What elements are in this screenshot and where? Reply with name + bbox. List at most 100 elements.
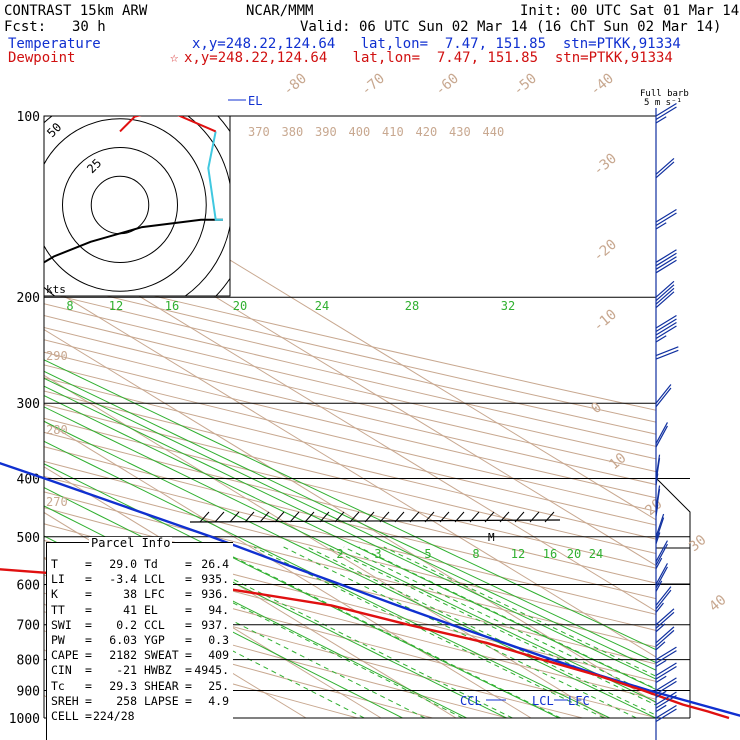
parcel-field-value: 41 xyxy=(123,602,137,617)
isotherm-label: 20 xyxy=(642,496,665,519)
wind-barb-flag xyxy=(655,256,677,270)
full-barb-unit-label: 5 m s⁻¹ xyxy=(644,98,682,108)
wind-barb-flag xyxy=(655,287,675,305)
wind-barb xyxy=(655,208,677,230)
hodograph-trace-black xyxy=(44,218,223,264)
hatch-tick xyxy=(544,511,555,523)
parcel-field-label: Tc xyxy=(51,678,65,693)
parcel-equals: = xyxy=(85,693,92,708)
dry-adiabat-line xyxy=(44,574,583,719)
hodograph-ring xyxy=(44,118,207,292)
hatch-tick xyxy=(319,511,330,523)
wind-barb-flag xyxy=(655,650,677,664)
parcel-field-label: LFC xyxy=(144,587,165,602)
mixing-ratio-label: 20 xyxy=(233,299,247,313)
parcel-info-box: Parcel Info T = 29.0 Td = 26.4 LI = -3.4 LCL = 935.… xyxy=(46,537,233,740)
hodograph-unit-label: kts xyxy=(46,283,66,296)
parcel-field-label: SWI xyxy=(51,617,72,632)
parcel-field-label: Td xyxy=(144,557,158,571)
dry-adiabat-line xyxy=(44,351,656,499)
producer-label: NCAR/MMM xyxy=(246,3,314,19)
wind-barb-flag xyxy=(655,680,677,695)
wind-barb-flag xyxy=(655,384,672,404)
hatch-tick xyxy=(379,511,390,523)
wind-barb-flag xyxy=(655,249,677,263)
hatch-tick xyxy=(199,511,210,523)
parcel-field-value: -21 xyxy=(116,663,137,678)
wind-barb-flag xyxy=(655,626,675,644)
theta-label: 410 xyxy=(382,125,404,139)
wind-barb-flag xyxy=(655,314,677,329)
wind-barb xyxy=(655,422,668,448)
wind-barb xyxy=(655,102,677,124)
wind-barb-flag xyxy=(655,611,675,629)
parcel-field-value: 38 xyxy=(123,587,137,602)
pressure-tick-label: 400 xyxy=(17,472,40,487)
wind-barb-flag xyxy=(655,321,677,336)
parcel-equals: = xyxy=(185,663,192,678)
wind-barb-flag xyxy=(655,517,665,541)
dry-adiabat-line xyxy=(44,303,656,447)
parcel-field-value: 0.3 xyxy=(208,633,229,647)
isotherm-line xyxy=(44,283,656,658)
wind-barb-flag xyxy=(655,608,675,626)
wind-barb-flag xyxy=(655,116,667,124)
parcel-equals: = xyxy=(185,693,192,708)
wind-barb-flag xyxy=(655,557,663,569)
hatch-tick xyxy=(484,511,495,523)
hatch-tick xyxy=(289,511,300,523)
wind-barb-flag xyxy=(655,349,679,360)
pressure-tick-label: 200 xyxy=(17,291,40,306)
wind-barb-flag xyxy=(655,691,677,706)
parcel-field-value: 29.0 xyxy=(109,557,137,571)
theta-label: 430 xyxy=(449,125,471,139)
wind-barb-flag xyxy=(655,212,677,227)
pressure-tick-label: 600 xyxy=(17,578,40,593)
hatch-tick xyxy=(274,511,285,523)
hatch-tick xyxy=(499,511,510,523)
pressure-tick-label: 900 xyxy=(17,684,40,699)
valid-time: Valid: 06 UTC Sun 02 Mar 14 (16 ChT Sun … xyxy=(300,19,722,35)
wind-barb-flag xyxy=(655,602,664,613)
isotherm-line xyxy=(0,116,6,718)
hatch-tick xyxy=(349,511,360,523)
mixing-ratio-label: 32 xyxy=(501,299,515,313)
wind-barb-flag xyxy=(655,106,677,121)
parcel-field-label: CAPE xyxy=(51,648,79,663)
wind-barb-flag xyxy=(655,563,668,585)
wind-barb-flag xyxy=(655,161,675,179)
m-marker-label: M xyxy=(488,531,495,544)
mixing-ratio-lower-label: 8 xyxy=(472,547,479,561)
mixing-ratio-lower-label: 24 xyxy=(589,547,603,561)
dry-adiabat-line xyxy=(44,327,656,473)
parcel-field-value: 409 xyxy=(208,648,229,663)
hatch-tick xyxy=(424,511,435,523)
parcel-field-value: 224/28 xyxy=(93,709,135,723)
parcel-field-label: CCL xyxy=(144,617,165,632)
parcel-info-row: LI = -3.4 LCL = 935. xyxy=(47,572,233,587)
wind-barbs xyxy=(655,102,679,740)
ccl-marker-label: CCL xyxy=(460,694,482,708)
wind-barb-flag xyxy=(655,641,666,651)
wind-barb-flag xyxy=(655,629,675,647)
parcel-info-title: Parcel Info xyxy=(89,536,173,550)
wind-barb-flag xyxy=(655,504,659,517)
parcel-equals: = xyxy=(85,648,92,663)
wind-barb-flag xyxy=(655,291,675,309)
wind-barb xyxy=(655,540,668,569)
parcel-field-label: CELL xyxy=(51,709,79,723)
wind-barb-flag xyxy=(655,675,667,684)
parcel-equals: = xyxy=(85,709,92,723)
wind-barb xyxy=(655,384,672,408)
sounding-traces xyxy=(0,461,740,720)
init-time: Init: 00 UTC Sat 01 Mar 14 xyxy=(520,3,740,19)
wind-barb xyxy=(655,586,672,613)
isotherm-label: -10 xyxy=(590,307,620,336)
parcel-equals: = xyxy=(185,587,192,602)
pressure-tick-label: 100 xyxy=(17,110,40,125)
parcel-info-row: PW = 6.03 YGP = 0.3 xyxy=(47,633,233,648)
wind-barb-flag xyxy=(655,580,663,592)
parcel-info-row: K = 38 LFC = 936. xyxy=(47,587,233,602)
